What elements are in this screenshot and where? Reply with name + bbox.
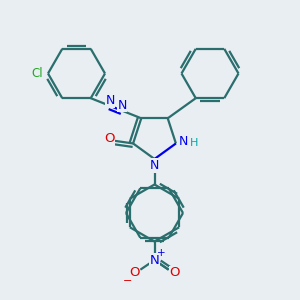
Text: N: N xyxy=(105,94,115,107)
Text: O: O xyxy=(104,132,114,145)
Text: Cl: Cl xyxy=(31,67,43,80)
Text: N: N xyxy=(150,159,159,172)
Text: +: + xyxy=(157,248,165,259)
Text: O: O xyxy=(129,266,140,279)
Text: N: N xyxy=(117,99,127,112)
Text: O: O xyxy=(169,266,180,279)
Text: N: N xyxy=(179,136,188,148)
Text: −: − xyxy=(123,276,132,286)
Text: H: H xyxy=(190,139,199,148)
Text: N: N xyxy=(150,254,159,267)
